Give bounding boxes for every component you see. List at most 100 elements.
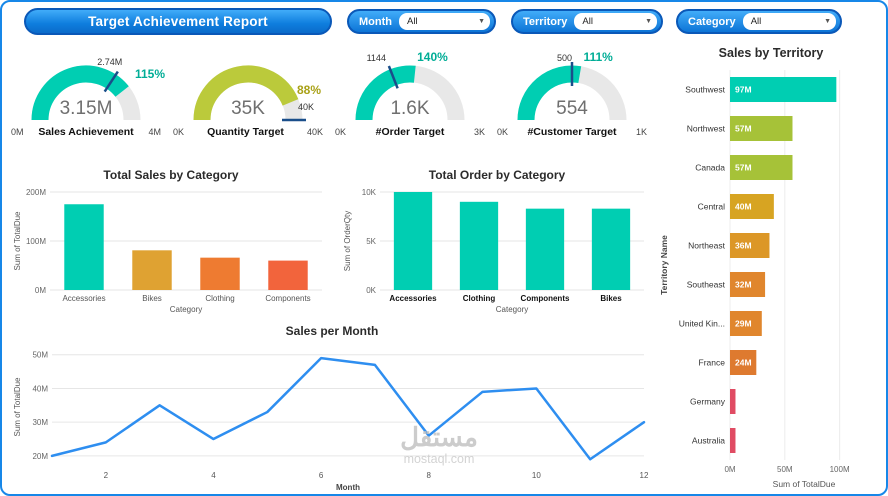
gauge-fill — [193, 65, 299, 121]
gauge-target-tick — [387, 65, 399, 89]
y-tick-label: 50M — [32, 351, 48, 360]
territory-label: Northwest — [687, 124, 726, 134]
bar-northeast[interactable] — [730, 233, 770, 258]
bar-australia[interactable] — [730, 428, 736, 453]
bar-canada[interactable] — [730, 155, 793, 180]
bar-accessories[interactable] — [64, 204, 104, 290]
gauge-percent-label: 140% — [417, 50, 448, 64]
bar-chart: 0M 100M 200M Accessories Bikes Clothing Compon… — [13, 188, 322, 314]
month-dropdown[interactable]: All ▼ — [398, 13, 490, 30]
territory-label: Australia — [692, 436, 725, 446]
bar-value-label: 57M — [735, 163, 752, 173]
bar-germany[interactable] — [730, 389, 736, 414]
y-axis-title: Sum of OrderQty — [343, 211, 352, 271]
category-dropdown-value: All — [750, 16, 762, 27]
slicer-month: Month All ▼ — [347, 9, 496, 34]
bar-southwest[interactable] — [730, 77, 837, 102]
territory-label: Northeast — [688, 241, 725, 251]
gauge-percent-label: 115% — [135, 67, 165, 81]
gauge-title: #Order Target — [375, 126, 445, 138]
category-dropdown[interactable]: All ▼ — [742, 13, 836, 30]
bar-value-label: 36M — [735, 241, 752, 251]
y-axis-title: Territory Name — [659, 235, 669, 295]
line-chart: 20M 30M 40M 50M 2 4 6 8 10 12 Month Sum of TotalDue — [13, 351, 649, 492]
bar-value-label: 57M — [735, 124, 752, 134]
x-axis-title: Category — [170, 305, 202, 314]
chart-title: Sales by Territory — [718, 46, 824, 60]
bar-value-label: 40M — [735, 202, 752, 212]
slicer-month-label: Month — [359, 15, 392, 28]
y-tick-label: 100M — [26, 237, 46, 246]
gauge-footer: 0K Quantity Target 40K — [173, 126, 323, 138]
gauge-max-label: 4M — [148, 127, 161, 137]
x-axis-title: Month — [336, 483, 360, 492]
chevron-down-icon: ▼ — [478, 18, 485, 25]
x-tick-label: 8 — [427, 471, 432, 480]
gauge-chart: 1.6K 1144 140% — [355, 50, 465, 121]
gauge-percent-label: 111% — [583, 50, 613, 64]
x-axis-title: Sum of TotalDue — [773, 479, 836, 489]
gauge-title: #Customer Target — [527, 126, 617, 138]
x-tick-label: 10 — [532, 471, 541, 480]
gauge-target-label: 40K — [298, 102, 314, 112]
x-tick-label: 6 — [319, 471, 324, 480]
sales-line-series[interactable] — [50, 356, 646, 461]
gauge-quantity-target: 35K 40K 88% 0K Quantity Target 40K — [167, 48, 329, 138]
bar-value-label: 24M — [735, 358, 752, 368]
y-tick-label: 40M — [32, 384, 48, 393]
chart-total-order-by-category: Total Order by Category 0K 5K 10K Accessorie… — [340, 168, 654, 318]
x-tick-label: Bikes — [600, 294, 622, 303]
gauge-max-label: 1K — [635, 127, 647, 137]
territory-label: France — [699, 358, 726, 368]
gauge-max-label: 40K — [306, 127, 323, 137]
chevron-down-icon: ▼ — [824, 18, 831, 25]
bar-bikes[interactable] — [132, 250, 172, 290]
bar-value-label: 97M — [735, 85, 752, 95]
bar-united-kin[interactable] — [730, 311, 762, 336]
x-tick-label: 0M — [724, 465, 735, 474]
x-tick-label: 12 — [640, 471, 649, 480]
bar-northwest[interactable] — [730, 116, 793, 141]
x-axis-title: Category — [496, 305, 528, 314]
y-tick-label: 200M — [26, 188, 46, 197]
x-tick-label: Clothing — [463, 294, 496, 303]
x-tick-label: Clothing — [205, 294, 234, 303]
chart-title: Total Sales by Category — [103, 168, 239, 182]
gauge-chart: 3.15M 2.74M 115% — [31, 57, 165, 121]
bar-components[interactable] — [525, 208, 565, 290]
month-dropdown-value: All — [406, 16, 418, 27]
slicer-territory-label: Territory — [523, 15, 568, 28]
bar-clothing[interactable] — [200, 257, 240, 290]
chart-sales-by-territory: Sales by Territory 0M 50M 100M Southwest 97M N… — [656, 46, 886, 494]
y-tick-label: 20M — [32, 452, 48, 461]
bar-bikes[interactable] — [591, 208, 631, 290]
y-tick-label: 0M — [35, 286, 46, 295]
gauge-footer: 0K #Customer Target 1K — [497, 126, 647, 138]
slicer-territory: Territory All ▼ — [511, 9, 663, 34]
gauge-customer-target: 554 500 111% 0K #Customer Target 1K — [491, 48, 653, 138]
y-tick-label: 30M — [32, 418, 48, 427]
hbar-chart: 0M 50M 100M Southwest 97M Northwest 57M Canada 5… — [659, 70, 850, 489]
gauge-min-label: 0M — [11, 127, 24, 137]
x-tick-label: 50M — [777, 465, 793, 474]
y-axis-title: Sum of TotalDue — [13, 377, 22, 437]
bar-accessories[interactable] — [393, 192, 433, 290]
gauge-fill — [517, 65, 582, 121]
gauge-max-label: 3K — [473, 127, 485, 137]
bar-clothing[interactable] — [459, 201, 499, 290]
bar-value-label: 32M — [735, 280, 752, 290]
bar-france[interactable] — [730, 350, 757, 375]
x-tick-label: 4 — [211, 471, 216, 480]
territory-dropdown[interactable]: All ▼ — [574, 13, 657, 30]
gauge-target-label: 2.74M — [97, 57, 122, 67]
bar-components[interactable] — [268, 260, 308, 290]
x-tick-label: Accessories — [62, 294, 105, 303]
slicer-category-label: Category — [688, 15, 736, 28]
gauge-value: 3.15M — [60, 98, 113, 119]
gauge-sales-achievement: 3.15M 2.74M 115% 0M Sales Achievement 4M — [5, 48, 167, 138]
gauge-title: Quantity Target — [207, 126, 284, 138]
bar-southeast[interactable] — [730, 272, 766, 297]
bar-central[interactable] — [730, 194, 774, 219]
chart-sales-per-month: Sales per Month 20M 30M 40M 50M 2 4 6 8 10 12 Month… — [10, 324, 654, 494]
